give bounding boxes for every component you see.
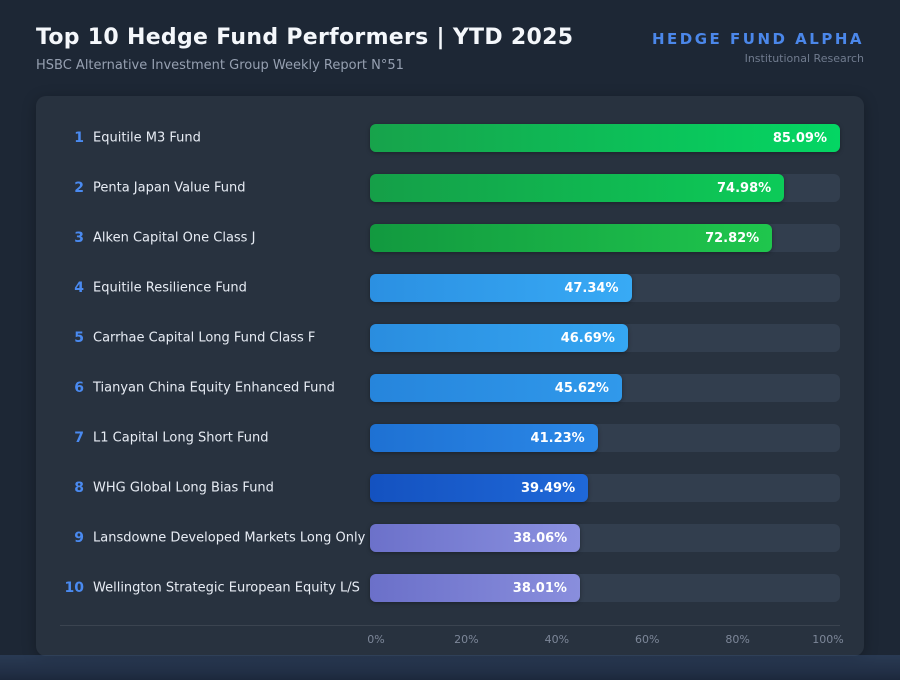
x-axis-line	[60, 625, 840, 626]
fund-name: Lansdowne Developed Markets Long Only	[93, 530, 366, 546]
bar-value-label: 45.62%	[554, 380, 609, 396]
brand-logo: HEDGE FUND ALPHA Institutional Research	[652, 30, 864, 65]
rank-number: 5	[74, 330, 84, 346]
bar-value-label: 74.98%	[717, 180, 772, 196]
fund-name: Carrhae Capital Long Fund Class F	[93, 330, 316, 346]
rank-number: 3	[74, 230, 84, 246]
bar-fill: 85.09%	[370, 124, 840, 152]
bar-value-label: 47.34%	[564, 280, 619, 296]
chart-card: 1 Equitile M3 Fund 85.09% 2 Penta Japan …	[36, 96, 864, 656]
fund-row: 6 Tianyan China Equity Enhanced Fund 45.…	[36, 363, 864, 413]
bar-fill: 38.01%	[370, 574, 580, 602]
bar-fill: 74.98%	[370, 174, 785, 202]
bar-track: 38.06%	[370, 524, 840, 552]
rank-number: 10	[64, 580, 84, 596]
bar-fill: 39.49%	[370, 474, 589, 502]
fund-name: Penta Japan Value Fund	[93, 180, 246, 196]
fund-row: 3 Alken Capital One Class J 72.82%	[36, 213, 864, 263]
bar-value-label: 38.06%	[513, 530, 568, 546]
bar-track: 38.01%	[370, 574, 840, 602]
bar-fill: 45.62%	[370, 374, 622, 402]
bar-fill: 47.34%	[370, 274, 632, 302]
bar-value-label: 39.49%	[520, 480, 576, 496]
fund-row: 9 Lansdowne Developed Markets Long Only …	[36, 513, 864, 563]
bar-track: 46.69%	[370, 324, 840, 352]
bar-value-label: 46.69%	[560, 330, 615, 346]
report-subtitle: HSBC Alternative Investment Group Weekly…	[36, 58, 404, 73]
rank-number: 8	[74, 480, 84, 496]
fund-name: WHG Global Long Bias Fund	[93, 480, 274, 496]
bar-track: 74.98%	[370, 174, 840, 202]
fund-name: Tianyan China Equity Enhanced Fund	[93, 380, 335, 396]
rank-number: 1	[74, 130, 84, 146]
fund-row: 8 WHG Global Long Bias Fund 39.49%	[36, 463, 864, 513]
rank-number: 4	[74, 280, 84, 296]
fund-row: 4 Equitile Resilience Fund 47.34%	[36, 263, 864, 313]
fund-rows: 1 Equitile M3 Fund 85.09% 2 Penta Japan …	[36, 113, 864, 613]
rank-number: 6	[74, 380, 84, 396]
fund-name: L1 Capital Long Short Fund	[93, 430, 269, 446]
bar-value-label: 41.23%	[530, 430, 585, 446]
page-title: Top 10 Hedge Fund Performers | YTD 2025	[36, 25, 574, 50]
rank-number: 9	[74, 530, 84, 546]
bar-value-label: 85.09%	[772, 130, 827, 146]
bar-value-label: 72.82%	[705, 230, 760, 246]
bar-track: 39.49%	[370, 474, 840, 502]
bar-fill: 38.06%	[370, 524, 581, 552]
x-axis-ticks: 0% 20% 40% 60% 80% 100%	[36, 633, 864, 649]
bar-track: 72.82%	[370, 224, 840, 252]
fund-name: Equitile M3 Fund	[93, 130, 201, 146]
bar-value-label: 38.01%	[512, 580, 567, 596]
fund-row: 2 Penta Japan Value Fund 74.98%	[36, 163, 864, 213]
fund-row: 1 Equitile M3 Fund 85.09%	[36, 113, 864, 163]
report-header: Top 10 Hedge Fund Performers | YTD 2025 …	[36, 25, 650, 73]
fund-name: Equitile Resilience Fund	[93, 280, 247, 296]
axis-tick-label: 80%	[725, 633, 750, 646]
bar-track: 47.34%	[370, 274, 840, 302]
axis-tick-label: 100%	[812, 633, 844, 646]
fund-row: 7 L1 Capital Long Short Fund 41.23%	[36, 413, 864, 463]
fund-row: 10 Wellington Strategic European Equity …	[36, 563, 864, 613]
brand-name: HEDGE FUND ALPHA	[651, 30, 864, 48]
brand-tagline: Institutional Research	[744, 52, 864, 65]
axis-tick-label: 20%	[454, 633, 479, 646]
axis-tick-label: 60%	[634, 633, 660, 646]
fund-row: 5 Carrhae Capital Long Fund Class F 46.6…	[36, 313, 864, 363]
bar-fill: 41.23%	[370, 424, 598, 452]
bar-track: 85.09%	[370, 124, 840, 152]
rank-number: 7	[74, 430, 84, 446]
rank-number: 2	[74, 180, 84, 196]
bar-track: 45.62%	[370, 374, 840, 402]
bar-fill: 72.82%	[370, 224, 773, 252]
fund-name: Wellington Strategic European Equity L/S	[93, 580, 360, 596]
bar-track: 41.23%	[370, 424, 840, 452]
footer-accent-strip	[0, 655, 900, 680]
axis-tick-label: 40%	[544, 633, 570, 646]
fund-name: Alken Capital One Class J	[93, 230, 256, 246]
bar-fill: 46.69%	[370, 324, 628, 352]
axis-tick-label: 0%	[367, 633, 385, 646]
